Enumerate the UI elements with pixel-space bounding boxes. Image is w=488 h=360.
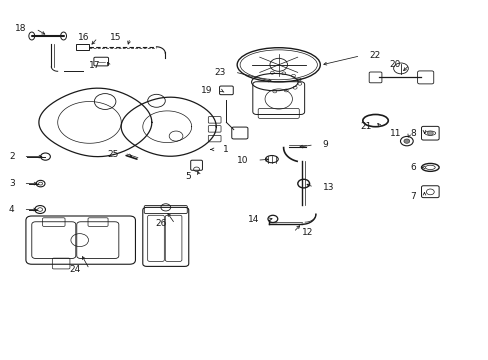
Text: 18: 18 [15,24,27,33]
Text: 4: 4 [9,205,15,214]
Polygon shape [39,88,151,157]
Text: 16: 16 [77,33,89,42]
Text: 1: 1 [222,145,228,154]
Polygon shape [119,108,127,112]
Text: 21: 21 [360,122,371,131]
Text: 9: 9 [322,140,328,149]
Text: 24: 24 [69,265,81,274]
Text: 8: 8 [409,129,415,138]
Text: 23: 23 [214,68,225,77]
Circle shape [427,131,432,135]
Text: 14: 14 [247,215,259,224]
Polygon shape [121,97,216,156]
Text: 20: 20 [389,60,400,69]
Text: 25: 25 [107,150,119,159]
Text: 7: 7 [409,192,415,201]
Text: 22: 22 [368,51,380,60]
Text: 26: 26 [155,220,166,229]
Text: 3: 3 [9,179,15,188]
Text: 2: 2 [9,152,15,161]
Text: 19: 19 [201,86,212,95]
Text: 5: 5 [184,172,190,181]
Text: 12: 12 [302,228,313,237]
Text: 13: 13 [322,183,334,192]
Text: 15: 15 [109,33,121,42]
Text: 6: 6 [409,163,415,172]
Circle shape [403,139,409,143]
Text: 17: 17 [88,61,100,70]
Text: 10: 10 [236,156,248,165]
Text: 11: 11 [388,129,400,138]
